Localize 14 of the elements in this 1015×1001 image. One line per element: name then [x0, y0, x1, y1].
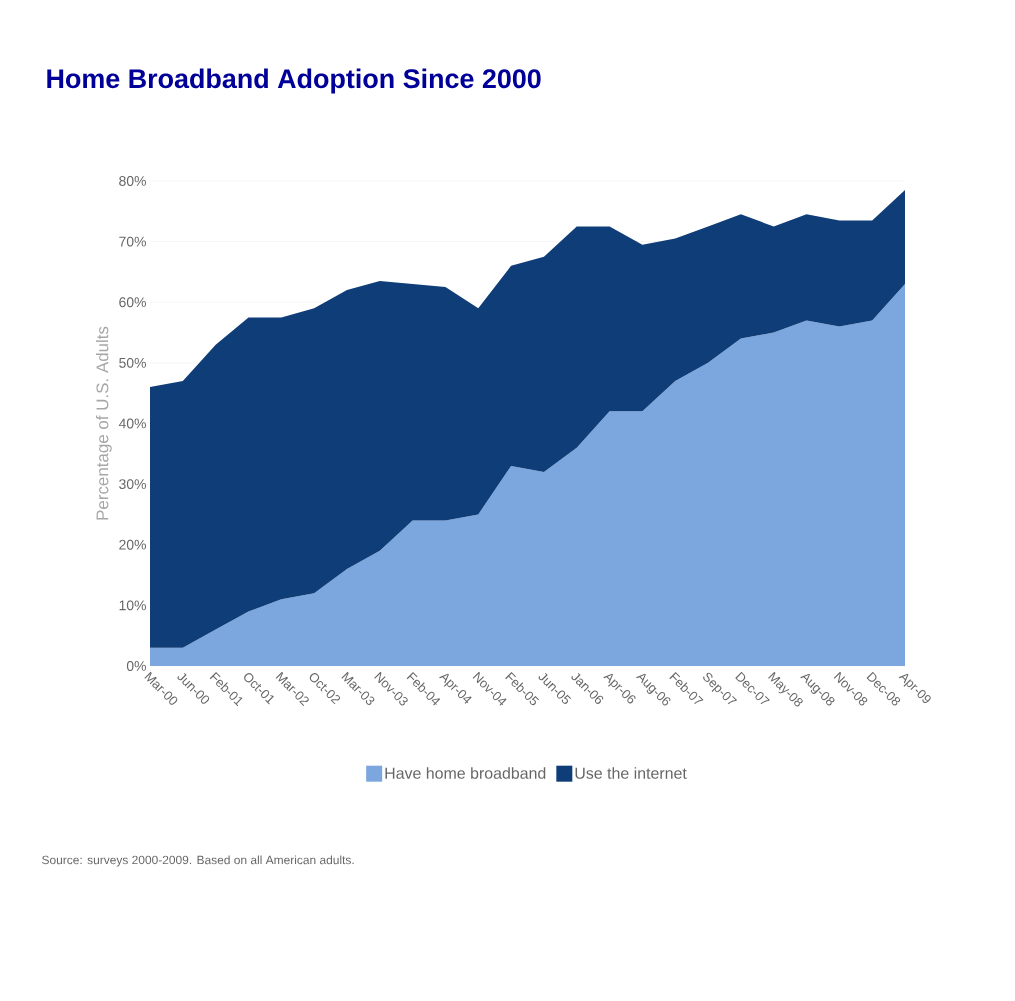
legend-label: Have home broadband — [385, 767, 546, 779]
y-tick-label: 80% — [119, 176, 146, 186]
y-axis-title: Percentage of U.S. Adults — [95, 326, 112, 520]
y-tick-label: 40% — [118, 418, 146, 429]
y-tick-label: 20% — [119, 539, 146, 550]
chart-title: Home Broadband Adoption Since 2000 — [47, 68, 541, 94]
legend-label: Use the internet — [575, 767, 687, 779]
source-note: Source: surveys 2000-2009. Based on all American adults. — [42, 855, 354, 867]
y-tick-label: 50% — [119, 357, 146, 368]
y-tick-label: 60% — [119, 297, 146, 308]
y-tick-label: 10% — [119, 600, 146, 611]
y-tick-label: 30% — [119, 479, 146, 490]
y-tick-label: 0% — [126, 661, 146, 671]
y-tick-label: 70% — [119, 236, 146, 247]
